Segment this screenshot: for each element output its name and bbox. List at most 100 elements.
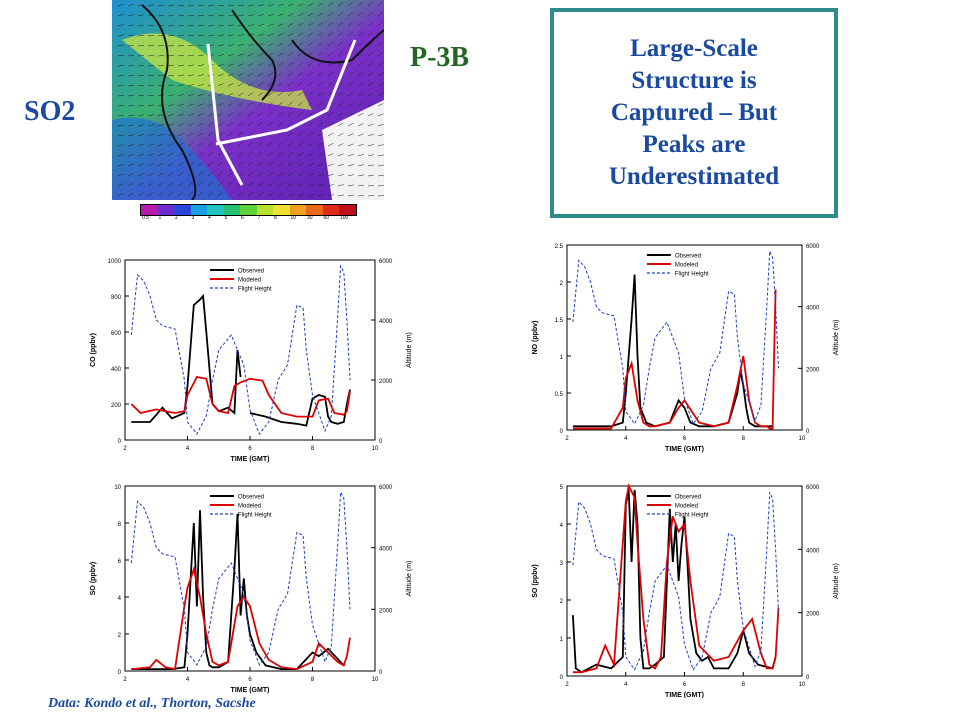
wind-barb (187, 172, 193, 177)
wind-barb (187, 123, 194, 127)
wind-barb (167, 15, 174, 17)
wind-barb (357, 113, 364, 117)
wind-barb (317, 102, 323, 107)
wind-barb (277, 111, 283, 117)
wind-barb (367, 52, 373, 57)
wind-barb (377, 154, 384, 157)
wind-barb (127, 192, 134, 197)
wind-barb (327, 122, 334, 127)
wind-barb (217, 83, 224, 87)
wind-barb (197, 64, 204, 67)
y2-tick-label: 0 (806, 429, 810, 435)
wind-barb (157, 94, 164, 97)
wind-barb (277, 193, 284, 197)
wind-barb (337, 12, 343, 17)
wind-barb (127, 95, 134, 97)
wind-barb (287, 101, 293, 107)
wind-barb (357, 72, 363, 77)
wind-barb (297, 183, 304, 187)
wind-barb (277, 172, 284, 177)
wind-barb (227, 53, 234, 57)
wind-barb (257, 33, 264, 37)
wind-barb (117, 183, 124, 187)
wind-barb (307, 193, 314, 197)
wind-barb (187, 132, 194, 137)
wind-barb (237, 4, 244, 7)
wind-barb (357, 102, 364, 107)
wind-barb (157, 133, 164, 137)
x-tick-label: 6 (683, 436, 687, 442)
wind-barb (247, 172, 253, 177)
wind-barb (147, 192, 154, 197)
wind-barb (187, 84, 194, 87)
y2-axis-label: Altitude (m) (406, 561, 413, 597)
wind-barb (337, 92, 343, 97)
wind-barb (247, 24, 254, 27)
wind-barb (197, 122, 204, 127)
wind-barb (177, 15, 184, 17)
wind-barb (237, 122, 243, 127)
wind-barb (277, 13, 284, 17)
wind-barb (227, 182, 233, 187)
wind-barb (297, 132, 303, 137)
x-tick-label: 4 (186, 446, 190, 452)
wind-barb (157, 65, 164, 67)
colorbar-tick-label: 30 (307, 215, 313, 221)
wind-barb (217, 63, 224, 67)
wind-barb (197, 83, 204, 87)
map-plume (122, 33, 312, 111)
wind-barb (127, 114, 134, 117)
wind-barb (247, 4, 254, 7)
wind-barb (207, 152, 213, 157)
wind-barb (237, 24, 244, 27)
wind-barb (297, 62, 303, 67)
wind-barb (177, 142, 184, 147)
wind-barb (157, 153, 164, 157)
wind-barb (337, 82, 343, 87)
wind-barb (257, 43, 264, 47)
wind-barb (177, 54, 184, 57)
wind-barb (177, 84, 184, 87)
wind-barb (167, 4, 174, 7)
wind-barb (157, 162, 164, 167)
wind-barb (157, 14, 164, 17)
wind-barb (377, 72, 384, 77)
wind-barb (147, 163, 154, 167)
x-tick-label: 4 (624, 682, 628, 688)
wind-barb (207, 122, 214, 127)
legend-label: Flight Height (238, 513, 272, 519)
wind-barb (217, 14, 224, 17)
legend-label: Modeled (675, 263, 698, 269)
x-tick-label: 4 (624, 436, 628, 442)
wind-barb (357, 143, 364, 147)
y2-tick-label: 6000 (806, 485, 820, 491)
wind-barb (247, 182, 253, 187)
wind-barb (217, 192, 223, 197)
wind-barb (207, 34, 214, 37)
y-axis-label: SO (ppbv) (90, 562, 97, 595)
wind-barb (137, 192, 144, 197)
colorbar-tick-label: 7 (257, 215, 261, 221)
wind-barb (357, 82, 364, 87)
colorbar-swatch (223, 205, 241, 215)
x-tick-label: 6 (248, 677, 252, 683)
wind-barb (257, 152, 263, 157)
wind-barb (267, 142, 273, 147)
wind-barb (337, 122, 344, 127)
wind-barb (257, 62, 264, 67)
x-tick-label: 10 (799, 436, 806, 442)
colorbar-tick-label: 10 (290, 215, 297, 221)
wind-barb (117, 3, 124, 7)
wind-barb (227, 14, 234, 17)
wind-barb (167, 55, 174, 57)
wind-barb (287, 122, 293, 127)
wind-barb (317, 42, 323, 47)
wind-barb (277, 23, 284, 27)
y2-tick-label: 4000 (806, 306, 820, 312)
wind-barb (357, 123, 364, 127)
y2-tick-label: 4000 (806, 548, 820, 554)
wind-barb (307, 42, 313, 47)
wind-barb (347, 102, 354, 107)
wind-barb (147, 4, 154, 7)
wind-barb (327, 143, 334, 147)
